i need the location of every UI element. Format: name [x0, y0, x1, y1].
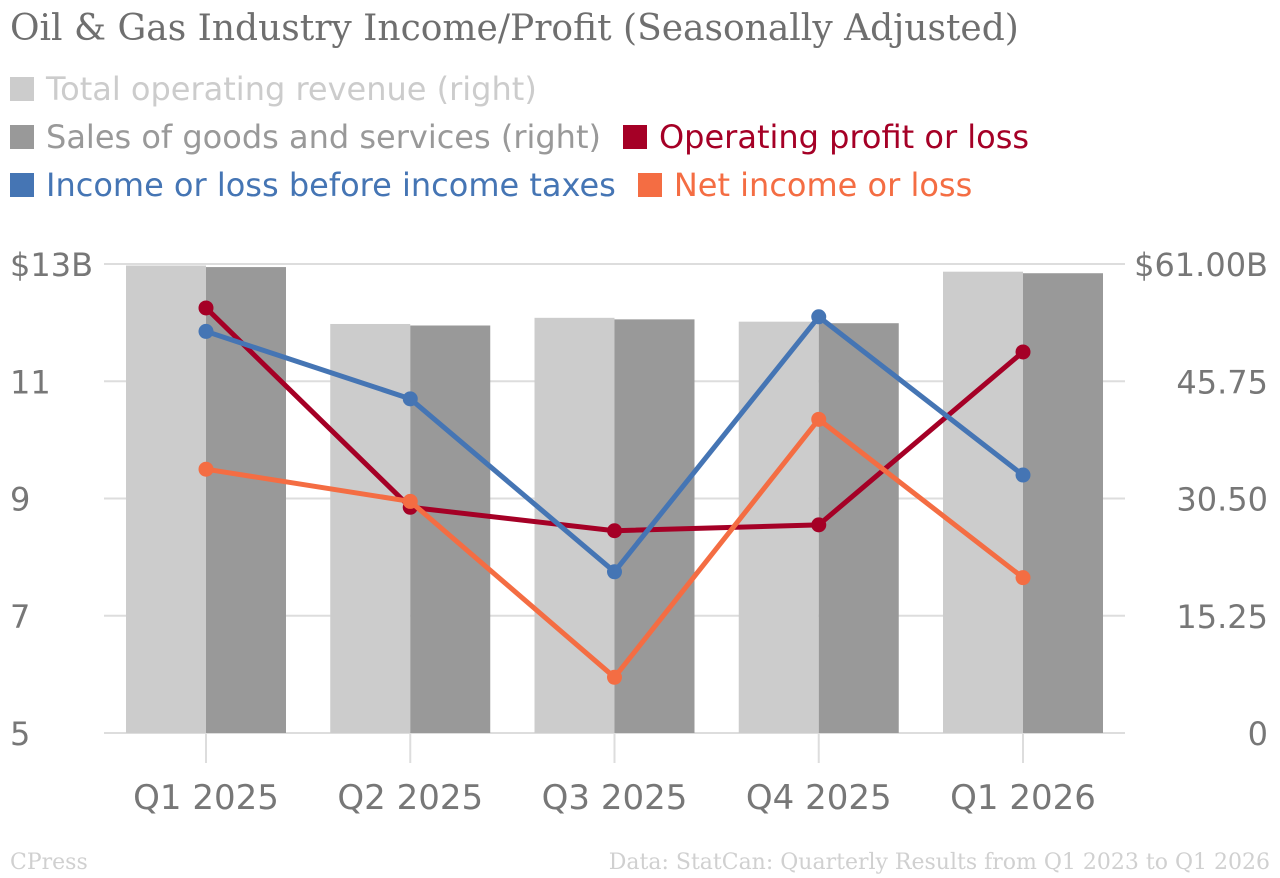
legend-label-income-before-taxes: Income or loss before income taxes [46, 166, 616, 204]
x-axis-label: Q1 2025 [133, 778, 279, 818]
x-axis-label: Q2 2025 [337, 778, 483, 818]
legend-swatch-income-before-taxes [10, 173, 34, 197]
right-axis-tick-label: 0 [1248, 715, 1268, 753]
left-axis-tick-label: 7 [10, 598, 30, 636]
data-point [1015, 570, 1031, 586]
data-point [198, 300, 214, 316]
left-axis-tick-label: 5 [10, 715, 30, 753]
x-axis-label: Q1 2026 [950, 778, 1096, 818]
bar [410, 325, 491, 733]
data-point [811, 411, 827, 427]
bar [126, 265, 206, 733]
data-point [1015, 344, 1031, 360]
right-axis-tick-label: $61.00B [1134, 246, 1268, 284]
left-axis-tick-label: 11 [10, 363, 51, 401]
data-point [811, 517, 827, 533]
left-axis-tick-label: $13B [10, 246, 93, 284]
footer-source: Data: StatCan: Quarterly Results from Q1… [608, 850, 1270, 875]
legend-item-income-before-taxes[interactable]: Income or loss before income taxes [10, 166, 616, 204]
legend-item-total-revenue[interactable]: Total operating revenue (right) [10, 70, 537, 108]
legend-swatch-total-revenue [10, 77, 34, 101]
legend-swatch-net-income [637, 173, 662, 197]
data-point [607, 564, 622, 580]
right-axis-tick-label: 45.75 [1176, 363, 1268, 401]
legend-row-1: Total operating revenue (right) [10, 67, 559, 111]
data-point [607, 669, 622, 685]
footer-credit: CPress [10, 850, 88, 875]
bar [943, 271, 1023, 733]
chart-title: Oil & Gas Industry Income/Profit (Season… [10, 8, 1019, 49]
bar [614, 319, 695, 733]
chart-plot: $13B $61.00B 11 45.75 9 30.50 7 15.25 5 0 Q1 2025 Q… [10, 246, 1268, 818]
data-point [198, 461, 214, 477]
legend-row-3: Income or loss before income taxes Net i… [10, 163, 994, 207]
legend-swatch-operating-profit [622, 125, 647, 149]
bar [818, 323, 899, 733]
right-axis-tick-label: 15.25 [1176, 598, 1268, 636]
legend-label-total-revenue: Total operating revenue (right) [46, 70, 537, 108]
legend-item-net-income[interactable]: Net income or loss [637, 166, 973, 204]
legend-label-sales: Sales of goods and services (right) [46, 118, 601, 156]
data-point [607, 523, 622, 539]
legend-label-operating-profit: Operating profit or loss [658, 118, 1030, 156]
x-axis-label: Q4 2025 [746, 778, 892, 818]
data-point [402, 493, 418, 509]
legend-row-2: Sales of goods and services (right) Oper… [10, 115, 1051, 159]
data-point [402, 391, 418, 407]
left-axis-tick-label: 9 [10, 481, 30, 519]
x-axis-label: Q3 2025 [542, 778, 688, 818]
data-point [811, 309, 827, 325]
legend-item-sales[interactable]: Sales of goods and services (right) [10, 118, 601, 156]
data-point [1015, 467, 1031, 483]
bar [1023, 273, 1103, 733]
legend-label-net-income: Net income or loss [673, 166, 973, 204]
legend-swatch-sales [10, 125, 34, 149]
data-point [198, 323, 214, 339]
right-axis-tick-label: 30.50 [1176, 481, 1268, 519]
legend-item-operating-profit[interactable]: Operating profit or loss [622, 118, 1030, 156]
